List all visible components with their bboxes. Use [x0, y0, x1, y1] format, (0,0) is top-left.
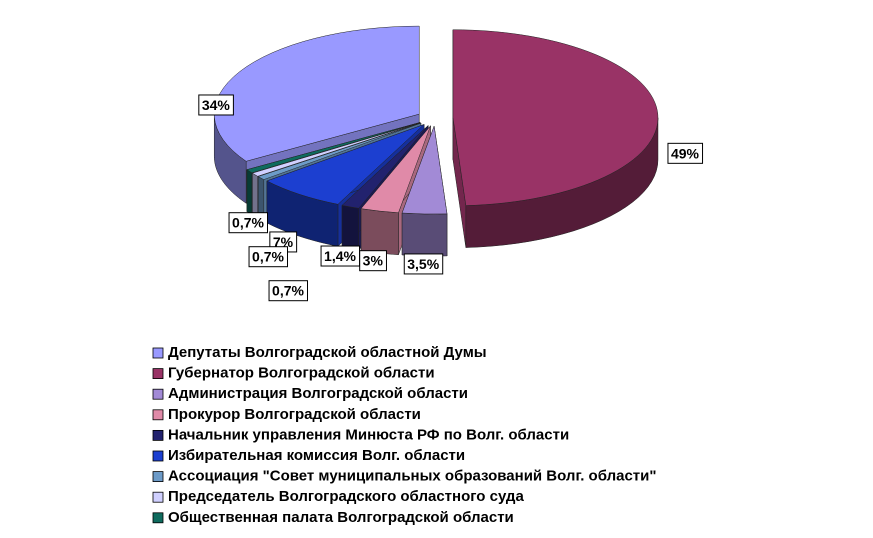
legend-swatch	[152, 409, 164, 421]
slice-side	[360, 208, 399, 256]
slice-top	[401, 126, 448, 215]
data-label-box	[198, 94, 234, 116]
data-label: 34%	[202, 97, 231, 113]
legend-label: Председатель Волгоградского областного с…	[168, 488, 524, 505]
slice	[401, 126, 448, 257]
data-label: 1,4%	[324, 248, 356, 264]
slice-side	[252, 172, 258, 219]
data-label-box	[228, 212, 269, 234]
legend-swatch	[152, 429, 164, 441]
legend-label: Депутаты Волгоградской областной Думы	[168, 344, 487, 361]
legend-swatch	[152, 347, 164, 359]
data-label: 3%	[363, 253, 384, 269]
legend-label: Общественная палата Волгоградской област…	[168, 509, 514, 526]
slice-top	[251, 122, 421, 177]
data-label-box	[403, 253, 444, 275]
legend-label: Начальник управления Минюста РФ по Волг.…	[168, 426, 569, 443]
legend-swatch	[152, 491, 164, 503]
slice-top	[266, 124, 425, 205]
legend-swatch	[152, 368, 164, 380]
legend-swatch	[152, 450, 164, 462]
data-label: 7%	[273, 234, 294, 250]
legend-swatch	[152, 512, 164, 524]
slice-top	[213, 25, 420, 162]
data-label-box	[320, 245, 361, 267]
data-label-box	[248, 246, 289, 268]
data-label-box	[268, 280, 309, 302]
slice-top	[452, 29, 659, 206]
legend-swatch	[152, 471, 164, 483]
slice-top	[246, 122, 421, 174]
slice-top	[257, 122, 422, 180]
legend-label: Губернатор Волгоградской области	[168, 365, 435, 382]
legend-swatch	[152, 388, 164, 400]
data-label-box	[667, 142, 704, 164]
legend-label: Избирательная комиссия Волг. области	[168, 447, 465, 464]
slice-top	[360, 125, 431, 214]
legend-label: Администрация Волгоградской области	[168, 385, 468, 402]
legend-label: Ассоциация "Совет муниципальных образова…	[168, 468, 657, 485]
data-label: 3,5%	[407, 256, 439, 272]
slice-side	[401, 212, 448, 257]
slice-side	[246, 169, 253, 216]
data-label: 0,7%	[272, 283, 304, 299]
slice-top	[341, 125, 429, 209]
data-label: 0,7%	[252, 249, 284, 265]
legend-label: Прокурор Волгоградской области	[168, 406, 421, 423]
slice	[452, 29, 659, 248]
data-label: 49%	[671, 145, 700, 161]
slice-side	[341, 205, 359, 251]
data-label: 0,7%	[232, 215, 264, 231]
